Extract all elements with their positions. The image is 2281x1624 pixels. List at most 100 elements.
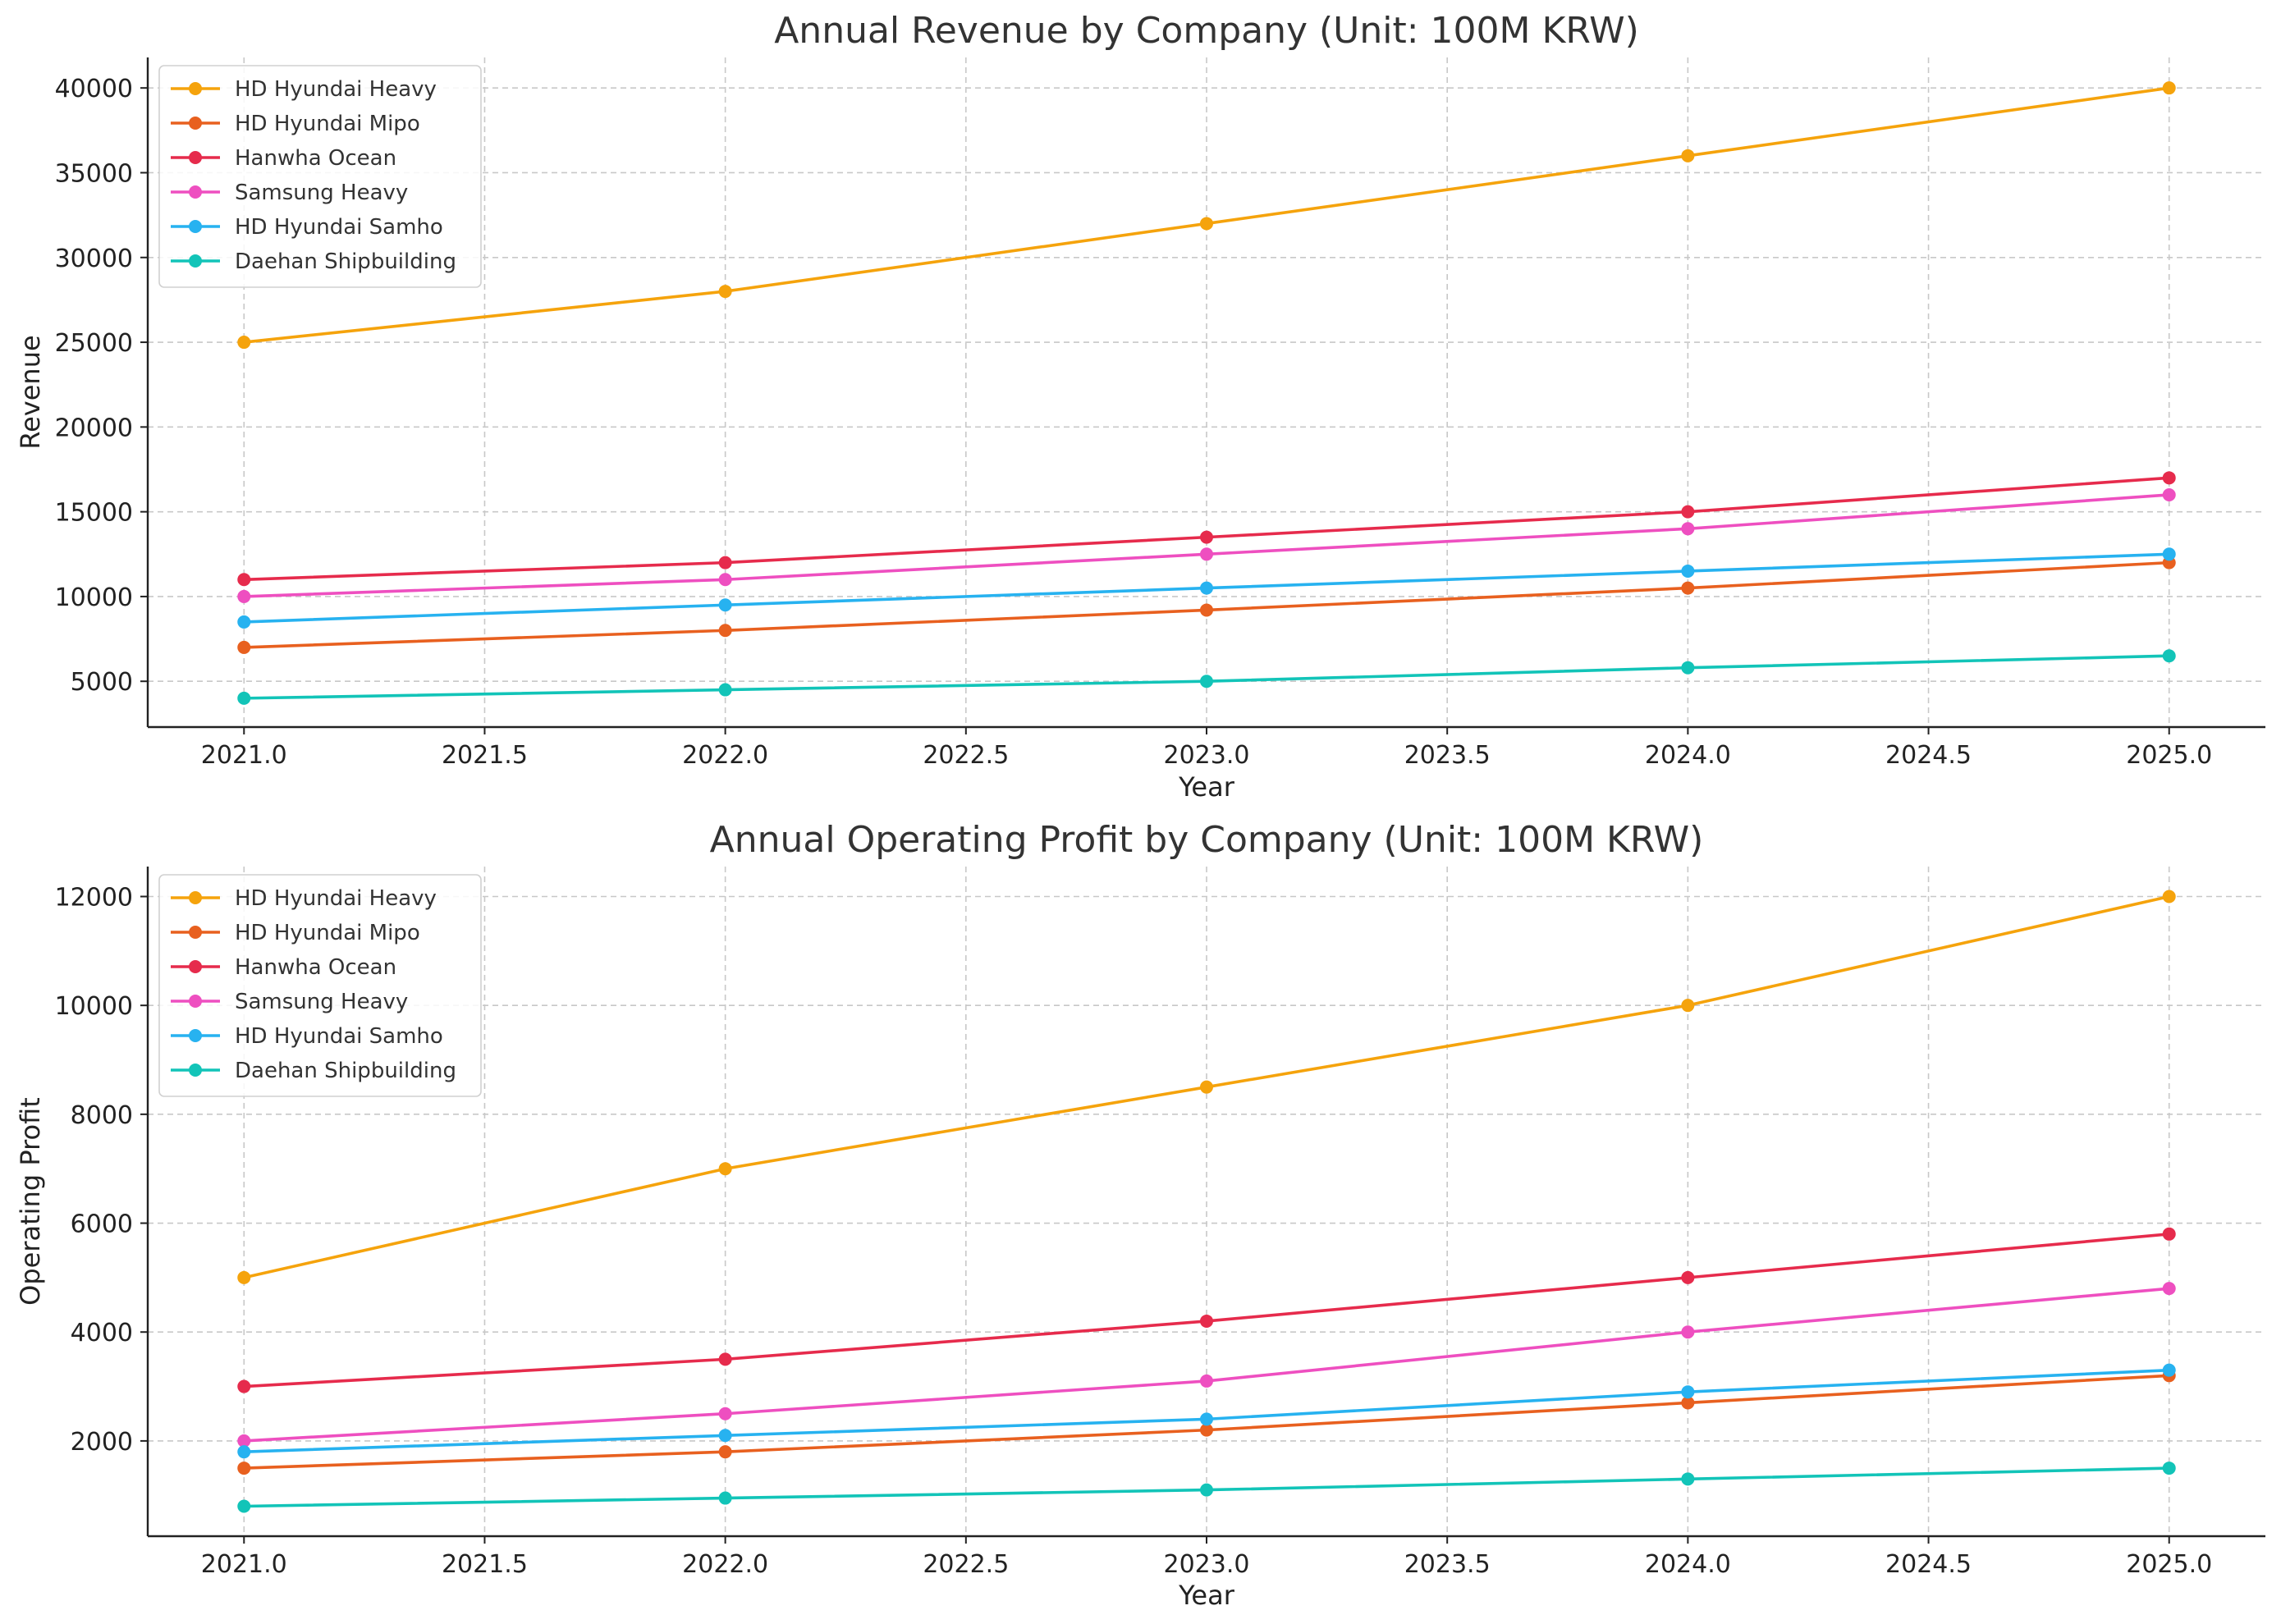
y-tick-label: 6000 (71, 1210, 133, 1239)
x-axis-label: Year (1178, 771, 1235, 803)
data-point (237, 589, 251, 603)
legend-label: HD Hyundai Samho (235, 215, 443, 240)
data-point (2162, 1462, 2176, 1475)
data-point (1681, 1472, 1695, 1486)
data-point (2162, 1363, 2176, 1377)
data-point (1681, 661, 1695, 675)
data-point (237, 615, 251, 629)
data-point (718, 683, 732, 697)
data-point (237, 1379, 251, 1393)
x-tick-label: 2024.0 (1645, 741, 1731, 770)
data-point (2162, 81, 2176, 95)
x-tick-label: 2023.5 (1404, 741, 1491, 770)
data-point (237, 1270, 251, 1284)
data-point (718, 556, 732, 570)
data-point (1200, 530, 1213, 544)
data-point (1681, 1396, 1695, 1410)
data-point (718, 1407, 732, 1420)
y-axis-label: Operating Profit (15, 1097, 46, 1306)
x-tick-label: 2024.5 (1885, 1550, 1972, 1579)
legend-swatch-marker (189, 926, 202, 939)
data-point (1681, 581, 1695, 595)
legend-label: HD Hyundai Mipo (235, 921, 420, 945)
y-tick-label: 20000 (55, 414, 133, 442)
x-tick-label: 2021.0 (201, 741, 287, 770)
x-tick-label: 2025.0 (2126, 1550, 2212, 1579)
x-tick-label: 2022.5 (923, 1550, 1009, 1579)
data-point (237, 640, 251, 654)
data-point (1200, 1080, 1213, 1094)
x-tick-label: 2025.0 (2126, 741, 2212, 770)
chart-panel-2: 2021.0 2021.5 2022.0 2022.5 2023.0 2023.5 2024… (15, 819, 2265, 1611)
data-point (1681, 564, 1695, 578)
data-point (237, 1434, 251, 1448)
chart-title: Annual Operating Profit by Company (Unit… (710, 819, 1704, 861)
data-point (718, 1491, 732, 1505)
y-tick-label: 5000 (71, 668, 133, 697)
x-tick-label: 2022.5 (923, 741, 1009, 770)
data-point (2162, 890, 2176, 903)
data-point (718, 624, 732, 638)
legend-swatch-marker (189, 254, 202, 268)
chart-title: Annual Revenue by Company (Unit: 100M KR… (774, 10, 1639, 52)
legend-label: HD Hyundai Heavy (235, 77, 437, 102)
data-point (237, 691, 251, 705)
data-point (1200, 1483, 1213, 1497)
y-tick-label: 2000 (71, 1428, 133, 1457)
legend-swatch-marker (189, 960, 202, 973)
data-point (1200, 217, 1213, 231)
legend-label: Hanwha Ocean (235, 146, 396, 171)
legend: HD Hyundai Heavy HD Hyundai Mipo Hanwha Oc… (158, 65, 482, 288)
y-tick-label: 10000 (55, 583, 133, 612)
x-tick-label: 2021.5 (442, 741, 528, 770)
y-tick-label: 40000 (55, 75, 133, 103)
x-tick-label: 2023.0 (1164, 1550, 1250, 1579)
data-point (2162, 471, 2176, 485)
data-point (2162, 547, 2176, 561)
data-point (1200, 1412, 1213, 1426)
legend: HD Hyundai Heavy HD Hyundai Mipo Hanwha Oc… (158, 874, 482, 1097)
data-point (1681, 149, 1695, 162)
data-point (1200, 547, 1213, 561)
data-point (2162, 487, 2176, 501)
y-tick-label: 4000 (71, 1319, 133, 1347)
legend-swatch-marker (189, 220, 202, 233)
data-point (718, 1352, 732, 1366)
legend-swatch-marker (189, 891, 202, 904)
data-point (237, 573, 251, 587)
data-point (2162, 1282, 2176, 1296)
legend-label: Daehan Shipbuilding (235, 1059, 456, 1083)
legend-box (158, 65, 482, 288)
legend-label: HD Hyundai Heavy (235, 886, 437, 911)
data-point (1200, 1423, 1213, 1437)
y-axis-label: Revenue (15, 335, 46, 449)
legend-swatch-marker (189, 185, 202, 199)
x-tick-label: 2021.5 (442, 1550, 528, 1579)
x-tick-label: 2021.0 (201, 1550, 287, 1579)
legend-swatch-marker (189, 82, 202, 95)
y-tick-label: 8000 (71, 1101, 133, 1130)
legend-swatch-marker (189, 151, 202, 164)
data-point (1681, 999, 1695, 1013)
x-tick-label: 2022.0 (682, 1550, 768, 1579)
legend-label: Daehan Shipbuilding (235, 249, 456, 274)
data-point (237, 1462, 251, 1475)
legend-label: Samsung Heavy (235, 181, 408, 205)
x-tick-label: 2023.0 (1164, 741, 1250, 770)
data-point (237, 1499, 251, 1513)
data-point (237, 336, 251, 350)
y-tick-label: 35000 (55, 159, 133, 188)
data-point (1200, 581, 1213, 595)
x-tick-label: 2024.5 (1885, 741, 1972, 770)
data-point (718, 1445, 732, 1459)
x-tick-label: 2024.0 (1645, 1550, 1731, 1579)
data-point (1681, 1325, 1695, 1339)
data-point (1200, 675, 1213, 688)
legend-label: HD Hyundai Mipo (235, 112, 420, 136)
data-point (1681, 522, 1695, 536)
data-point (718, 573, 732, 587)
data-point (1681, 505, 1695, 519)
y-tick-label: 30000 (55, 245, 133, 273)
y-tick-label: 15000 (55, 499, 133, 528)
